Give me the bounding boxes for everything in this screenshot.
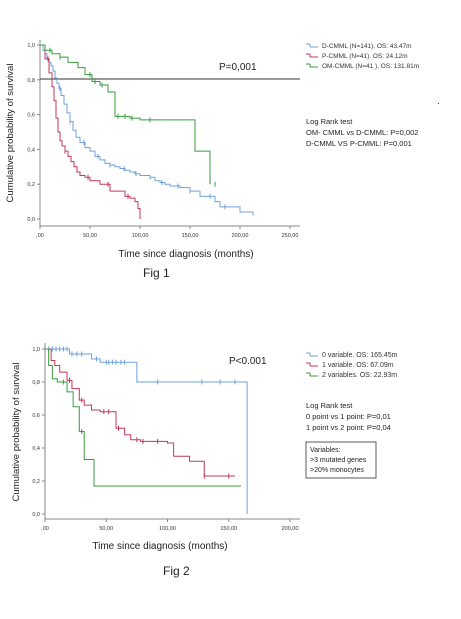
- fig2-caption: Fig 2: [163, 564, 190, 578]
- fig1-annotation-line-2: OM- CMML vs D-CMML: P=0,002: [306, 128, 418, 137]
- legend-entry: P-CMML (N=41). OS: 24.12m: [322, 53, 408, 60]
- survival-curve-series-3: [45, 348, 241, 487]
- chart-fig2: 0,0 0,2 0,4 0,6 0,8 1,0 ,00 50,00 100,00 150,00 2…: [11, 343, 398, 578]
- fig2-p-value: P<0.001: [229, 356, 267, 367]
- fig2-x-axis-label: Time since diagnosis (months): [92, 541, 227, 552]
- y-tick-label: 0,4: [27, 147, 35, 153]
- x-tick-label: 50,00: [83, 233, 97, 239]
- y-tick-label: 0,8: [32, 380, 40, 386]
- legend-entry: 2 variables. OS: 22.93m: [322, 372, 397, 379]
- fig2-log-rank-annotation: Log Rank test 0 point vs 1 point: P=0,01…: [306, 401, 391, 432]
- chart-fig1: 0,0 0,2 0,4 0,6 0,8 1,0 ,00 50,00 100,00 150,00 2…: [5, 40, 419, 280]
- fig1-log-rank-annotation: Log Rank test OM- CMML vs D-CMML: P=0,00…: [306, 117, 418, 148]
- fig1-y-axis-label: Cumulative probability of survival: [5, 64, 16, 203]
- fig1-annotation-line-3: D-CMML VS P-CMML: P=0.001: [306, 139, 412, 148]
- y-tick-label: 0,0: [32, 512, 40, 518]
- survival-curve-series-3: [40, 44, 211, 185]
- y-tick-label: 0,8: [27, 78, 35, 84]
- x-tick-label: ,00: [36, 233, 44, 239]
- y-tick-label: 0,0: [27, 217, 35, 223]
- fig2-annotation-line-3: 1 point vs 2 point: P=0,04: [306, 423, 391, 432]
- legend-entry: OM-CMML (N=41 ). OS: 131.81m: [322, 63, 419, 70]
- x-tick-label: ,00: [41, 526, 49, 532]
- fig1-annotation-line-1: Log Rank test: [306, 117, 353, 126]
- fig2-variables-line-3: >20% monocytes: [310, 467, 364, 474]
- x-tick-label: 100,00: [159, 526, 176, 532]
- fig1-caption: Fig 1: [143, 266, 170, 280]
- x-tick-label: 250,00: [282, 233, 299, 239]
- y-tick-label: 0,2: [27, 182, 35, 188]
- fig1-y-ticks: 0,0 0,2 0,4 0,6 0,8 1,0: [27, 43, 40, 223]
- survival-curve-series-1: [45, 348, 248, 514]
- decorative-dot: .: [437, 96, 440, 107]
- fig1-series: [40, 44, 254, 219]
- fig2-variables-line-2: >3 mutated genes: [310, 457, 367, 464]
- fig2-annotation-line-1: Log Rank test: [306, 401, 353, 410]
- fig2-series: [45, 346, 248, 514]
- survival-curve-series-2: [40, 44, 141, 219]
- y-tick-label: 1,0: [27, 43, 35, 49]
- survival-curve-series-2: [45, 348, 235, 477]
- fig1-p-value: P=0,001: [219, 62, 257, 73]
- y-tick-label: 0,4: [32, 446, 40, 452]
- y-tick-label: 0,6: [32, 413, 40, 419]
- x-tick-label: 50,00: [99, 526, 113, 532]
- legend-entry: 0 variable. OS: 165.45m: [322, 352, 398, 359]
- legend-entry: 1 variable. OS: 67.09m: [322, 362, 394, 369]
- x-tick-label: 150,00: [182, 233, 199, 239]
- fig2-variables-box-border: [305, 441, 377, 479]
- y-tick-label: 0,2: [32, 479, 40, 485]
- fig2-legend: 0 variable. OS: 165.45m 1 variable. OS: 6…: [306, 352, 398, 379]
- fig2-variables-box: Variables: >3 mutated genes >20% monocyt…: [305, 441, 377, 479]
- legend-entry: D-CMML (N=141). OS: 43.47m: [322, 43, 412, 50]
- x-tick-label: 150,00: [220, 526, 237, 532]
- fig1-x-axis-label: Time since diagnosis (months): [118, 249, 253, 260]
- fig2-variables-line-1: Variables:: [310, 447, 341, 454]
- survival-curve-series-1: [40, 44, 254, 216]
- y-tick-label: 1,0: [32, 347, 40, 353]
- fig2-y-ticks: 0,0 0,2 0,4 0,6 0,8 1,0: [32, 347, 45, 518]
- y-tick-label: 0,6: [27, 113, 35, 119]
- fig2-annotation-line-2: 0 point vs 1 point: P=0,01: [306, 412, 391, 421]
- x-tick-label: 200,00: [282, 526, 299, 532]
- fig1-legend: D-CMML (N=141). OS: 43.47m P-CMML (N=41).…: [306, 43, 419, 70]
- fig2-x-ticks: ,00 50,00 100,00 150,00 200,00: [41, 519, 298, 532]
- x-tick-label: 200,00: [232, 233, 249, 239]
- fig2-y-axis-label: Cumulative probability of survival: [11, 363, 22, 502]
- fig1-x-ticks: ,00 50,00 100,00 150,00 200,00 250,00: [36, 226, 298, 239]
- x-tick-label: 100,00: [132, 233, 149, 239]
